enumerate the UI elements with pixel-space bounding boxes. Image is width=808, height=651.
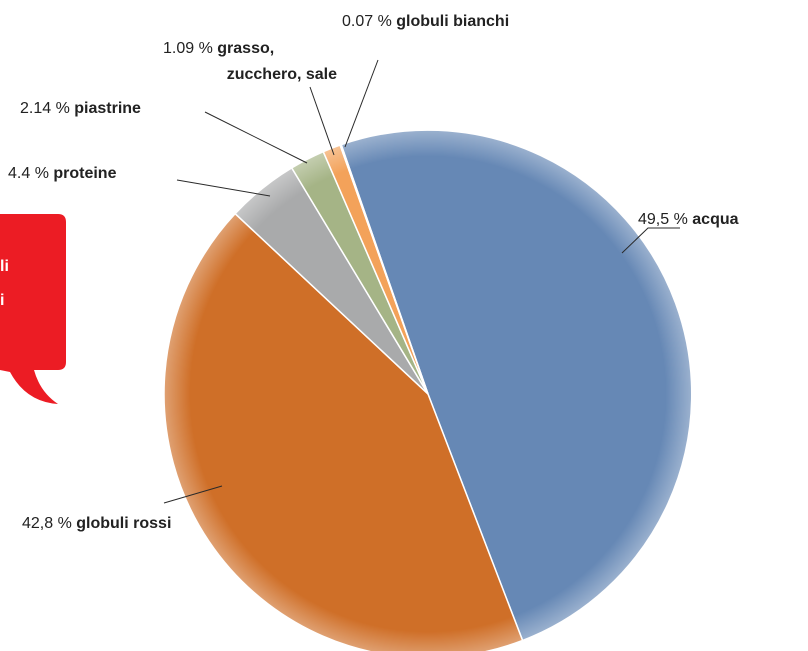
callout-bubble-shape bbox=[0, 214, 66, 404]
slice-label-3: 2.14 % piastrine bbox=[20, 100, 141, 117]
leader-line-1 bbox=[163, 485, 223, 504]
leader-line-3 bbox=[204, 111, 308, 164]
slice-label-0: 49,5 % acqua bbox=[638, 211, 739, 228]
leader-line-2 bbox=[176, 179, 271, 197]
callout-bubble: li i bbox=[0, 214, 66, 404]
callout-bubble-line-1: li bbox=[0, 258, 9, 275]
slice-label-5: 0.07 % globuli bianchi bbox=[342, 13, 509, 30]
slice-labels: 49,5 % acqua 42,8 % globuli rossi 4.4 % pr… bbox=[8, 13, 739, 532]
leader-line-0 bbox=[621, 227, 680, 254]
slice-label-4-line-2: zucchero, sale bbox=[227, 66, 337, 83]
leader-line-5 bbox=[344, 59, 379, 148]
slice-label-4: 1.09 % grasso, bbox=[163, 40, 274, 57]
slice-label-1: 42,8 % globuli rossi bbox=[22, 515, 171, 532]
leader-lines bbox=[163, 59, 680, 504]
pie-rim-shading bbox=[164, 130, 692, 651]
slice-label-2: 4.4 % proteine bbox=[8, 165, 117, 182]
leader-line-4 bbox=[309, 86, 335, 156]
callout-bubble-line-2: i bbox=[0, 292, 4, 309]
